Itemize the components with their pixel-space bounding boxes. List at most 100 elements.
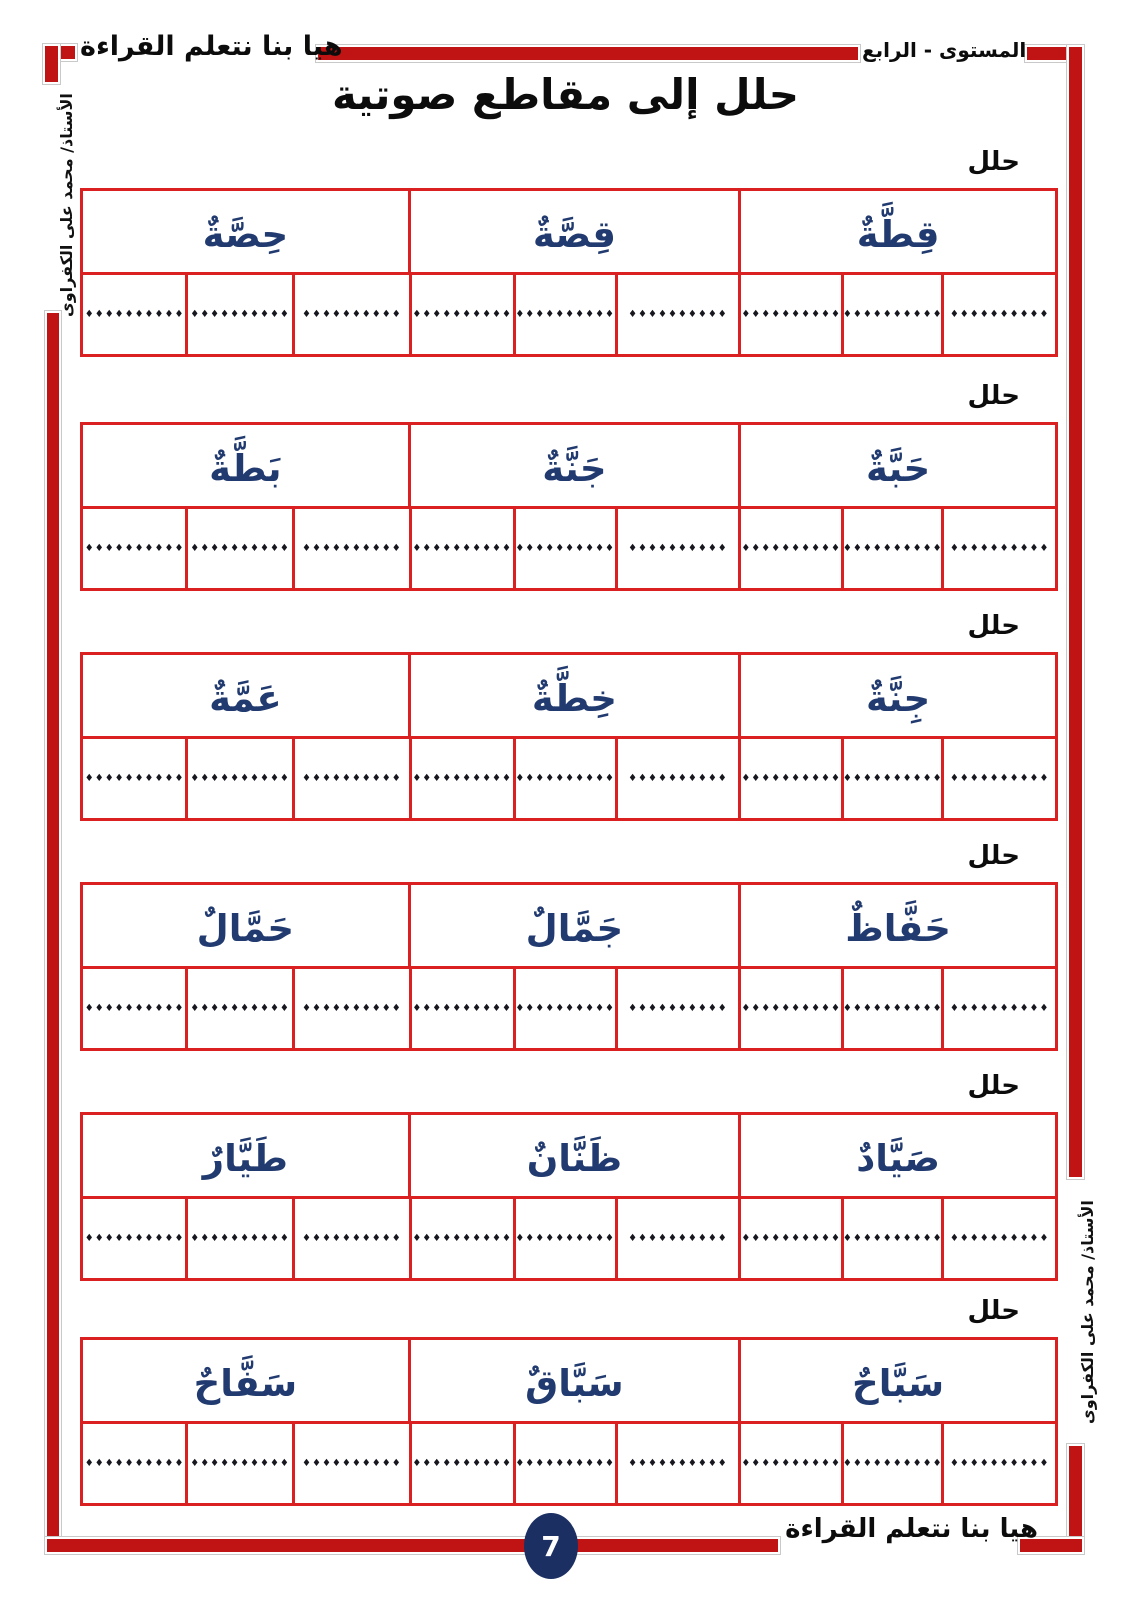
answer-cell: ♦♦♦♦♦♦♦♦♦♦ [84, 309, 185, 320]
word-cell: جِنَّةٌ [738, 655, 1055, 736]
answer-cell: ♦♦♦♦♦♦♦♦♦♦ [614, 969, 738, 1048]
word-cell: سَبَّاحٌ [738, 1340, 1055, 1421]
answer-cell: ♦♦♦♦♦♦♦♦♦♦ [738, 739, 841, 818]
section-label: حلل [967, 381, 1020, 411]
answer-cell: ♦♦♦♦♦♦♦♦♦♦ [841, 1424, 941, 1503]
answer-cell: ♦♦♦♦♦♦♦♦♦♦ [292, 509, 409, 588]
answer-cell: ♦♦♦♦♦♦♦♦♦♦ [738, 1424, 841, 1503]
exercise-table: حَفَّاظٌ جَمَّالٌ حَمَّالٌ ♦♦♦♦♦♦♦♦♦♦ ♦♦… [80, 882, 1058, 1051]
answer-cell: ♦♦♦♦♦♦♦♦♦♦ [185, 969, 292, 1048]
word-row: جِنَّةٌ خِطَّةٌ عَمَّةٌ [83, 655, 1055, 736]
answer-cell: ♦♦♦♦♦♦♦♦♦♦ [614, 1424, 738, 1503]
worksheet-title: حلل إلى مقاطع صوتية [332, 70, 799, 119]
brand-title-bottom: هيا بنا نتعلم القراءة [785, 1514, 1038, 1544]
answer-row: ♦♦♦♦♦♦♦♦♦♦ ♦♦♦♦♦♦♦♦♦♦ ♦♦♦♦♦♦♦♦♦♦ ♦♦♦♦♦♦♦… [83, 506, 1055, 588]
answer-cell: ♦♦♦♦♦♦♦♦♦♦ [841, 509, 941, 588]
word-row: صَيَّادٌ ظَنَّانٌ طَيَّارٌ [83, 1115, 1055, 1196]
word-cell: سَبَّاقٌ [407, 1340, 738, 1421]
answer-cell: ♦♦♦♦♦♦♦♦♦♦ [614, 275, 738, 354]
word-cell: جَمَّالٌ [407, 885, 738, 966]
exercise-table: سَبَّاحٌ سَبَّاقٌ سَفَّاحٌ ♦♦♦♦♦♦♦♦♦♦ ♦♦… [80, 1337, 1058, 1506]
exercise-section: حلل صَيَّادٌ ظَنَّانٌ طَيَّارٌ ♦♦♦♦♦♦♦♦♦… [80, 1069, 1058, 1281]
exercise-section: حلل قِطَّةٌ قِصَّةٌ حِصَّةٌ ♦♦♦♦♦♦♦♦♦♦ ♦… [80, 145, 1058, 357]
answer-cell: ♦♦♦♦♦♦♦♦♦♦ [408, 1424, 513, 1503]
section-label: حلل [967, 841, 1020, 871]
frame-corner-bottom-right [1020, 1539, 1082, 1552]
answer-cell: ♦♦♦♦♦♦♦♦♦♦ [512, 509, 615, 588]
answer-cell: ♦♦♦♦♦♦♦♦♦♦ [841, 969, 941, 1048]
word-cell: قِطَّةٌ [738, 191, 1055, 272]
exercise-section: حلل حَفَّاظٌ جَمَّالٌ حَمَّالٌ ♦♦♦♦♦♦♦♦♦… [80, 839, 1058, 1051]
exercise-table: جِنَّةٌ خِطَّةٌ عَمَّةٌ ♦♦♦♦♦♦♦♦♦♦ ♦♦♦♦♦… [80, 652, 1058, 821]
exercise-section: حلل جِنَّةٌ خِطَّةٌ عَمَّةٌ ♦♦♦♦♦♦♦♦♦♦ ♦… [80, 609, 1058, 821]
frame-bar-bottom [47, 1539, 778, 1552]
section-label: حلل [967, 1296, 1020, 1326]
section-label: حلل [967, 147, 1020, 177]
answer-cell: ♦♦♦♦♦♦♦♦♦♦ [512, 1199, 615, 1278]
answer-cell: ♦♦♦♦♦♦♦♦♦♦ [941, 1424, 1055, 1503]
answer-cell: ♦♦♦♦♦♦♦♦♦♦ [841, 275, 941, 354]
answer-cell: ♦♦♦♦♦♦♦♦♦♦ [408, 1199, 513, 1278]
frame-corner-top-right [1027, 47, 1082, 60]
answer-cell: ♦♦♦♦♦♦♦♦♦♦ [185, 1199, 292, 1278]
answer-cell: ♦♦♦♦♦♦♦♦♦♦ [738, 969, 841, 1048]
exercise-table: حَبَّةٌ جَنَّةٌ بَطَّةٌ ♦♦♦♦♦♦♦♦♦♦ ♦♦♦♦♦… [80, 422, 1058, 591]
word-cell: حَفَّاظٌ [738, 885, 1055, 966]
word-cell: حِصَّةٌ [202, 213, 289, 256]
answer-cell: ♦♦♦♦♦♦♦♦♦♦ [614, 739, 738, 818]
answer-cell: ♦♦♦♦♦♦♦♦♦♦ [292, 275, 409, 354]
exercise-table: صَيَّادٌ ظَنَّانٌ طَيَّارٌ ♦♦♦♦♦♦♦♦♦♦ ♦♦… [80, 1112, 1058, 1281]
word-cell: ظَنَّانٌ [407, 1115, 738, 1196]
word-row: سَبَّاحٌ سَبَّاقٌ سَفَّاحٌ [83, 1340, 1055, 1421]
answer-cell: ♦♦♦♦♦♦♦♦♦♦ [292, 1424, 409, 1503]
word-cell: حَبَّةٌ [738, 425, 1055, 506]
answer-cell: ♦♦♦♦♦♦♦♦♦♦ [185, 739, 292, 818]
answer-cell: ♦♦♦♦♦♦♦♦♦♦ [512, 739, 615, 818]
answer-row: ♦♦♦♦♦♦♦♦♦♦ ♦♦♦♦♦♦♦♦♦♦ ♦♦♦♦♦♦♦♦♦♦ ♦♦♦♦♦♦♦… [83, 272, 1055, 354]
answer-cell: ♦♦♦♦♦♦♦♦♦♦ [84, 1003, 185, 1014]
teacher-name-left: الأستاذ/ محمد على الكفراوى [57, 93, 76, 317]
answer-cell: ♦♦♦♦♦♦♦♦♦♦ [512, 969, 615, 1048]
answer-cell: ♦♦♦♦♦♦♦♦♦♦ [841, 1199, 941, 1278]
answer-row: ♦♦♦♦♦♦♦♦♦♦ ♦♦♦♦♦♦♦♦♦♦ ♦♦♦♦♦♦♦♦♦♦ ♦♦♦♦♦♦♦… [83, 966, 1055, 1048]
answer-cell: ♦♦♦♦♦♦♦♦♦♦ [408, 275, 513, 354]
answer-cell: ♦♦♦♦♦♦♦♦♦♦ [512, 1424, 615, 1503]
answer-cell: ♦♦♦♦♦♦♦♦♦♦ [185, 509, 292, 588]
answer-cell: ♦♦♦♦♦♦♦♦♦♦ [84, 773, 185, 784]
answer-cell: ♦♦♦♦♦♦♦♦♦♦ [941, 969, 1055, 1048]
frame-corner-top-left-arm [45, 46, 58, 82]
word-cell: عَمَّةٌ [209, 677, 282, 720]
frame-bar-left [47, 313, 59, 1552]
exercise-table: قِطَّةٌ قِصَّةٌ حِصَّةٌ ♦♦♦♦♦♦♦♦♦♦ ♦♦♦♦♦… [80, 188, 1058, 357]
exercise-section: حلل حَبَّةٌ جَنَّةٌ بَطَّةٌ ♦♦♦♦♦♦♦♦♦♦ ♦… [80, 379, 1058, 591]
answer-cell: ♦♦♦♦♦♦♦♦♦♦ [738, 275, 841, 354]
word-cell: طَيَّارٌ [202, 1137, 288, 1180]
frame-bar-top [318, 47, 858, 60]
answer-row: ♦♦♦♦♦♦♦♦♦♦ ♦♦♦♦♦♦♦♦♦♦ ♦♦♦♦♦♦♦♦♦♦ ♦♦♦♦♦♦♦… [83, 1196, 1055, 1278]
answer-cell: ♦♦♦♦♦♦♦♦♦♦ [292, 1199, 409, 1278]
section-label: حلل [967, 1071, 1020, 1101]
answer-cell: ♦♦♦♦♦♦♦♦♦♦ [738, 509, 841, 588]
level-label: المستوى - الرابع [862, 38, 1027, 62]
answer-cell: ♦♦♦♦♦♦♦♦♦♦ [292, 739, 409, 818]
answer-cell: ♦♦♦♦♦♦♦♦♦♦ [941, 275, 1055, 354]
frame-bar-right-lower [1069, 1446, 1082, 1552]
word-row: حَبَّةٌ جَنَّةٌ بَطَّةٌ [83, 425, 1055, 506]
answer-cell: ♦♦♦♦♦♦♦♦♦♦ [408, 739, 513, 818]
answer-cell: ♦♦♦♦♦♦♦♦♦♦ [941, 1199, 1055, 1278]
answer-row: ♦♦♦♦♦♦♦♦♦♦ ♦♦♦♦♦♦♦♦♦♦ ♦♦♦♦♦♦♦♦♦♦ ♦♦♦♦♦♦♦… [83, 736, 1055, 818]
section-label: حلل [967, 611, 1020, 641]
word-cell: قِصَّةٌ [407, 191, 738, 272]
answer-cell: ♦♦♦♦♦♦♦♦♦♦ [292, 969, 409, 1048]
frame-bar-right-upper [1069, 47, 1082, 1177]
word-cell: بَطَّةٌ [209, 447, 282, 490]
word-row: حَفَّاظٌ جَمَّالٌ حَمَّالٌ [83, 885, 1055, 966]
answer-cell: ♦♦♦♦♦♦♦♦♦♦ [408, 969, 513, 1048]
answer-cell: ♦♦♦♦♦♦♦♦♦♦ [84, 1458, 185, 1469]
answer-cell: ♦♦♦♦♦♦♦♦♦♦ [614, 1199, 738, 1278]
word-cell: سَفَّاحٌ [193, 1362, 298, 1405]
answer-cell: ♦♦♦♦♦♦♦♦♦♦ [941, 509, 1055, 588]
word-row: قِطَّةٌ قِصَّةٌ حِصَّةٌ [83, 191, 1055, 272]
brand-title-top: هيا بنا نتعلم القراءة [80, 31, 343, 62]
